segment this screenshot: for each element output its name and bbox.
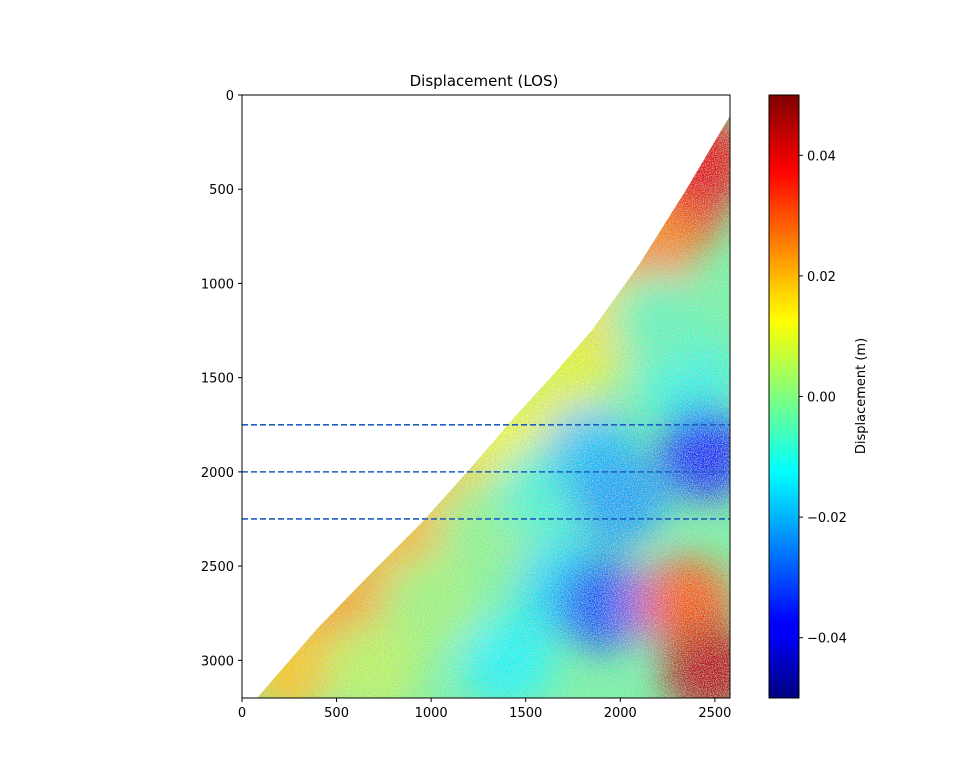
reference-lines — [242, 423, 730, 520]
plot-frame — [241, 94, 731, 699]
y-tick-label: 2500 — [201, 560, 234, 575]
colorbar: 0.04 0.02 0.00 −0.02 −0.04 Displacement (m) — [768, 94, 869, 699]
colorbar-tick-label: −0.02 — [807, 511, 847, 526]
y-tick-label: 3000 — [201, 654, 234, 669]
x-tick-label: 1000 — [415, 706, 448, 721]
x-tick-label: 2500 — [698, 706, 731, 721]
y-tick-label: 1000 — [201, 277, 234, 292]
x-tick-label: 2000 — [604, 706, 637, 721]
y-axis: 0 500 1000 1500 2000 2500 3000 — [201, 89, 242, 669]
y-tick-label: 500 — [209, 183, 234, 198]
colorbar-tick-label: 0.02 — [807, 270, 836, 285]
colorbar-tick-label: 0.04 — [807, 149, 836, 164]
colorbar-tick-label: −0.04 — [807, 632, 847, 647]
colorbar-ticks: 0.04 0.02 0.00 −0.02 −0.04 — [799, 149, 847, 647]
y-tick-label: 2000 — [201, 466, 234, 481]
colorbar-tick-label: 0.00 — [807, 391, 836, 406]
colorbar-gradient — [769, 95, 799, 698]
chart-title: Displacement (LOS) — [410, 72, 559, 90]
x-tick-label: 0 — [238, 706, 246, 721]
x-tick-label: 1500 — [509, 706, 542, 721]
y-tick-label: 1500 — [201, 372, 234, 387]
plot-area — [242, 95, 730, 698]
y-tick-label: 0 — [226, 89, 234, 104]
colorbar-label: Displacement (m) — [854, 338, 869, 454]
x-axis: 0 500 1000 1500 2000 2500 — [238, 698, 731, 721]
x-tick-label: 500 — [324, 706, 349, 721]
